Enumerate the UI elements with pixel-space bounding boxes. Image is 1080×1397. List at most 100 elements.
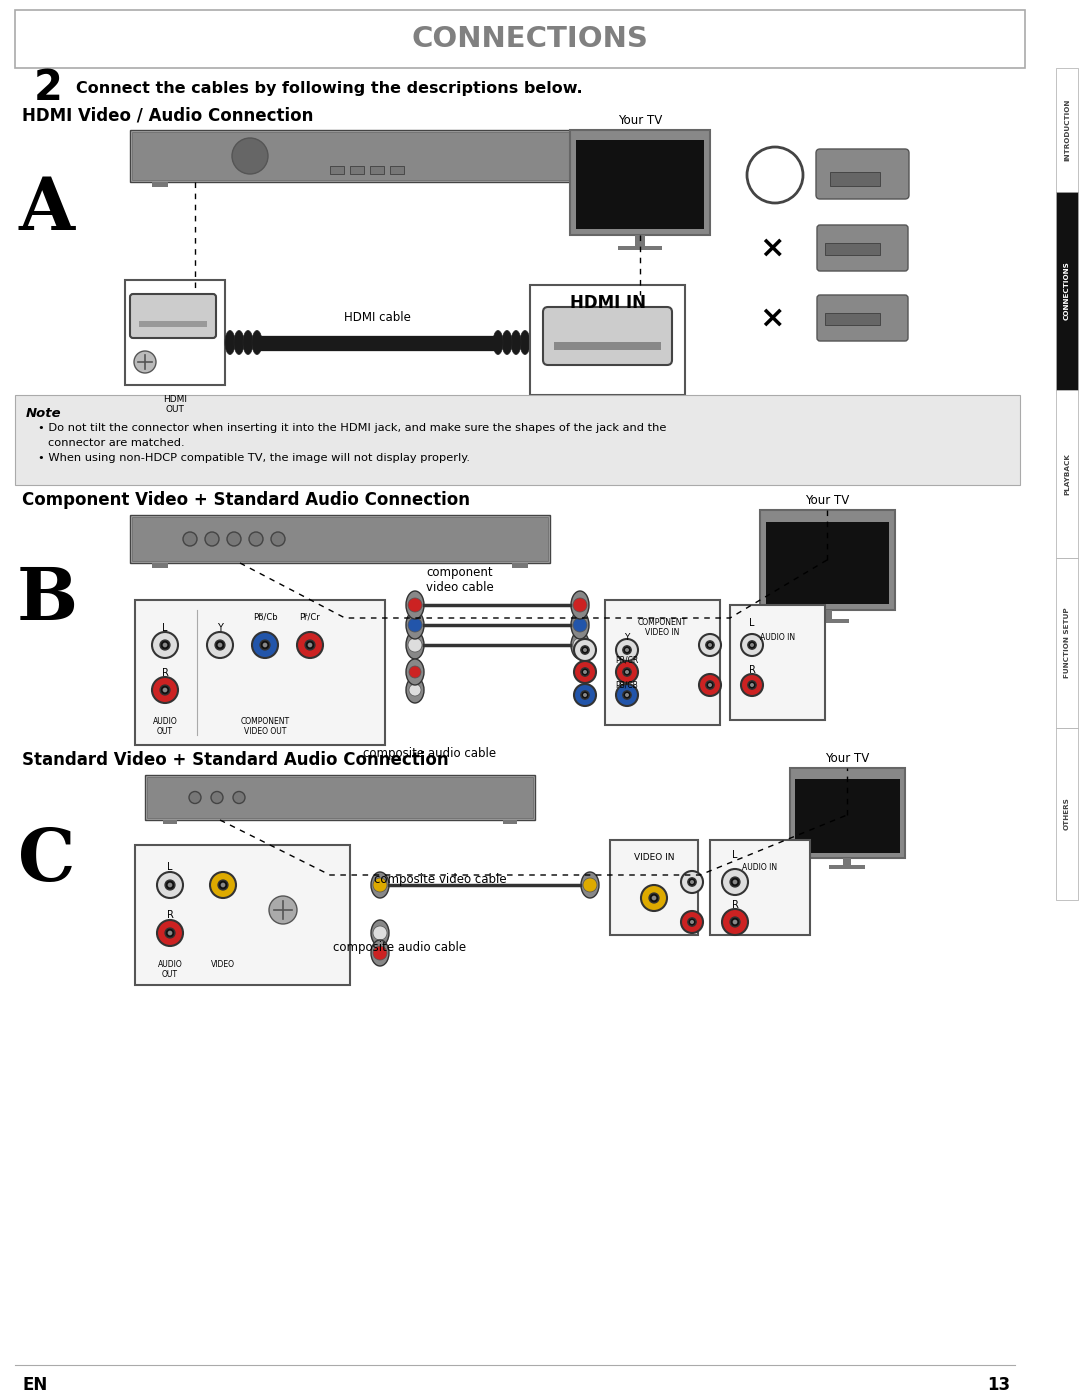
Ellipse shape: [571, 591, 589, 619]
Text: Pb͂/Cb: Pb͂/Cb: [253, 612, 278, 622]
Circle shape: [583, 671, 588, 673]
Circle shape: [688, 918, 697, 926]
Circle shape: [690, 880, 694, 884]
Bar: [582, 182, 598, 187]
Circle shape: [581, 668, 590, 676]
FancyBboxPatch shape: [610, 840, 698, 935]
Circle shape: [625, 648, 629, 652]
Circle shape: [232, 138, 268, 175]
FancyBboxPatch shape: [816, 149, 909, 198]
Ellipse shape: [372, 872, 389, 898]
Circle shape: [134, 351, 156, 373]
FancyBboxPatch shape: [766, 522, 889, 604]
FancyBboxPatch shape: [730, 605, 825, 719]
FancyBboxPatch shape: [135, 845, 350, 985]
FancyBboxPatch shape: [132, 131, 618, 180]
Circle shape: [207, 631, 233, 658]
Text: EN: EN: [22, 1376, 48, 1394]
FancyBboxPatch shape: [710, 840, 810, 935]
FancyBboxPatch shape: [130, 293, 216, 338]
Ellipse shape: [406, 591, 424, 619]
Text: Component Video + Standard Audio Connection: Component Video + Standard Audio Connect…: [22, 490, 470, 509]
Circle shape: [157, 872, 183, 898]
Circle shape: [583, 693, 588, 697]
Circle shape: [152, 631, 178, 658]
Circle shape: [157, 921, 183, 946]
Circle shape: [573, 598, 588, 612]
Text: CONNECTIONS: CONNECTIONS: [1064, 261, 1070, 320]
Circle shape: [573, 617, 588, 631]
Text: COMPONENT
VIDEO IN: COMPONENT VIDEO IN: [638, 617, 687, 637]
Text: VIDEO: VIDEO: [211, 960, 235, 970]
Circle shape: [732, 880, 738, 884]
Circle shape: [688, 877, 697, 886]
Text: ×: ×: [759, 303, 785, 332]
Ellipse shape: [406, 610, 424, 638]
Bar: [554, 342, 661, 351]
Ellipse shape: [406, 678, 424, 703]
Circle shape: [750, 643, 754, 647]
Bar: [1056, 557, 1078, 728]
FancyBboxPatch shape: [135, 599, 384, 745]
Text: AUDIO
OUT: AUDIO OUT: [158, 960, 183, 979]
Circle shape: [623, 645, 631, 654]
Circle shape: [308, 643, 312, 647]
FancyBboxPatch shape: [831, 172, 880, 186]
Text: B: B: [16, 564, 78, 636]
Text: L: L: [162, 623, 167, 633]
FancyBboxPatch shape: [795, 780, 900, 854]
Ellipse shape: [519, 331, 530, 355]
Bar: [163, 820, 177, 824]
FancyBboxPatch shape: [760, 510, 895, 610]
Circle shape: [189, 792, 201, 803]
FancyBboxPatch shape: [145, 775, 535, 820]
Text: R: R: [748, 665, 755, 675]
FancyBboxPatch shape: [825, 243, 880, 256]
Circle shape: [152, 678, 178, 703]
Ellipse shape: [372, 921, 389, 946]
Circle shape: [750, 683, 754, 687]
Circle shape: [205, 532, 219, 546]
FancyBboxPatch shape: [576, 140, 704, 229]
Circle shape: [747, 147, 804, 203]
Text: HDMI
OUT: HDMI OUT: [163, 395, 187, 415]
Text: L: L: [750, 617, 755, 629]
Bar: [805, 619, 849, 623]
Circle shape: [165, 928, 175, 937]
Circle shape: [623, 692, 631, 698]
Circle shape: [649, 893, 659, 902]
Text: Your TV: Your TV: [806, 493, 850, 507]
Bar: [512, 563, 528, 569]
Circle shape: [651, 895, 657, 900]
Text: L: L: [167, 862, 173, 872]
Circle shape: [706, 680, 714, 689]
Bar: [152, 563, 168, 569]
Circle shape: [373, 926, 387, 940]
Text: Your TV: Your TV: [618, 113, 662, 127]
Ellipse shape: [225, 331, 235, 355]
Circle shape: [211, 792, 222, 803]
Text: AUDIO IN: AUDIO IN: [742, 863, 778, 873]
Bar: [15, 395, 1020, 485]
Bar: [350, 166, 364, 175]
Circle shape: [305, 640, 315, 650]
FancyBboxPatch shape: [605, 599, 720, 725]
Ellipse shape: [511, 331, 521, 355]
Circle shape: [623, 668, 631, 676]
Circle shape: [183, 532, 197, 546]
Ellipse shape: [571, 631, 589, 659]
Ellipse shape: [406, 631, 424, 659]
Bar: [635, 235, 645, 247]
Circle shape: [573, 685, 596, 705]
Circle shape: [723, 869, 748, 895]
Text: composite audio cable: composite audio cable: [364, 746, 497, 760]
Text: R: R: [166, 909, 174, 921]
Text: composite video cable: composite video cable: [374, 873, 507, 887]
Bar: [1056, 68, 1078, 191]
Circle shape: [373, 946, 387, 960]
Bar: [1056, 191, 1078, 390]
Text: component
video cable: component video cable: [427, 566, 494, 594]
Text: connector are matched.: connector are matched.: [48, 439, 185, 448]
Text: Connect the cables by following the descriptions below.: Connect the cables by following the desc…: [76, 81, 582, 95]
Circle shape: [741, 673, 762, 696]
